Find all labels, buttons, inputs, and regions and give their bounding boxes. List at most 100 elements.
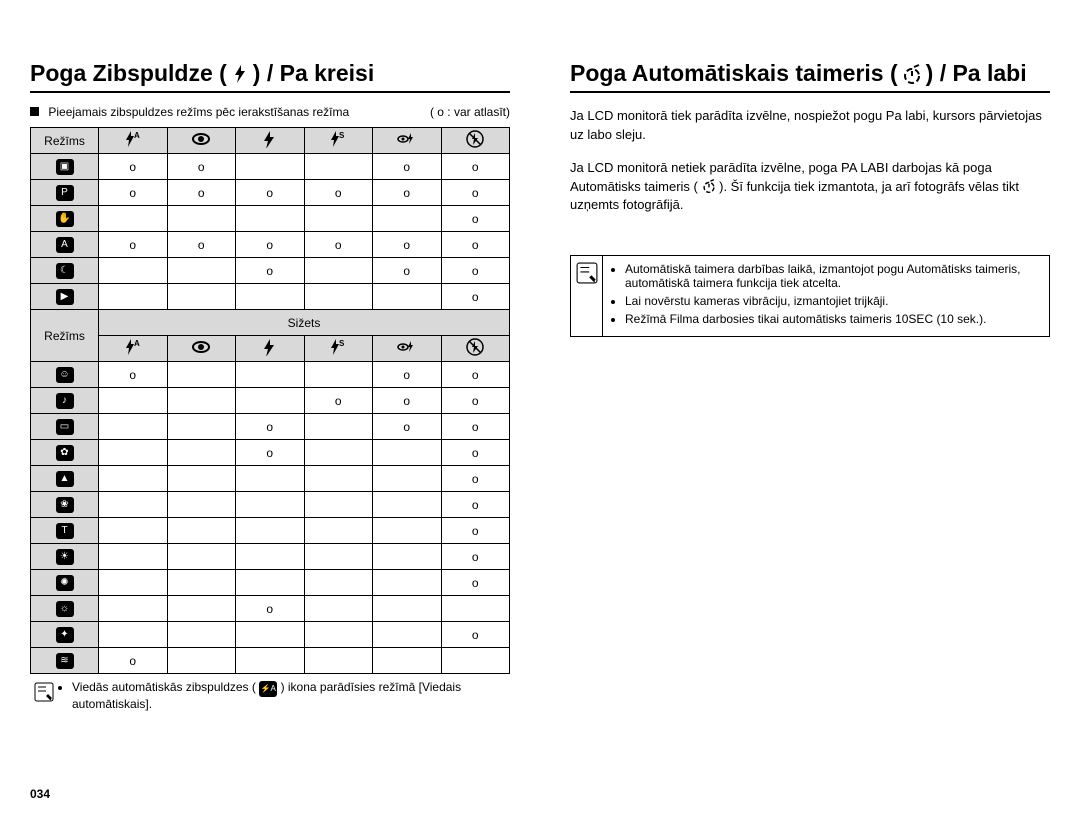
flash-mode-table: Režīms▣ooooPoooooo✋oAoooooo☾ooo▶oRežīmsS…	[30, 127, 510, 674]
cell: o	[99, 180, 168, 206]
cell: o	[441, 414, 510, 440]
bullet-square-icon	[30, 107, 39, 116]
table-row: ❀o	[31, 492, 510, 518]
cell	[99, 518, 168, 544]
table-row: ☼o	[31, 596, 510, 622]
cell: o	[441, 622, 510, 648]
cell: o	[373, 362, 442, 388]
cell	[304, 492, 373, 518]
cell	[304, 440, 373, 466]
table-row: ✋o	[31, 206, 510, 232]
cell	[99, 570, 168, 596]
eye-header	[167, 128, 236, 154]
cell	[304, 206, 373, 232]
cell	[304, 570, 373, 596]
cell	[304, 414, 373, 440]
legend-note: ( o : var atlasīt)	[430, 105, 510, 119]
cell	[167, 622, 236, 648]
row-mode-cell: A	[31, 232, 99, 258]
cell	[373, 648, 442, 674]
timer-icon-inline	[702, 179, 720, 194]
right-heading-b: ) / Pa labi	[926, 60, 1027, 87]
cell	[167, 570, 236, 596]
hand-icon: ✋	[56, 211, 74, 227]
info-bullet: Automātiskā taimera darbības laikā, izma…	[625, 262, 1041, 290]
right-infobox: Automātiskā taimera darbības laikā, izma…	[570, 255, 1050, 337]
cell	[236, 206, 305, 232]
cell: o	[373, 154, 442, 180]
row-mode-cell: ▣	[31, 154, 99, 180]
cell	[373, 544, 442, 570]
cell	[236, 284, 305, 310]
cell	[304, 284, 373, 310]
cell	[236, 622, 305, 648]
cell	[99, 622, 168, 648]
cell: o	[441, 258, 510, 284]
cell: o	[373, 414, 442, 440]
flash-s-header	[304, 128, 373, 154]
cell: o	[441, 466, 510, 492]
info-bullet: Režīmā Filma darbosies tikai automātisks…	[625, 312, 1041, 326]
cell: o	[441, 544, 510, 570]
cell: o	[304, 180, 373, 206]
beach-icon: ≋	[56, 653, 74, 669]
cell: o	[441, 492, 510, 518]
right-heading-a: Poga Automātiskais taimeris (	[570, 60, 898, 87]
cell: o	[373, 180, 442, 206]
cell	[99, 440, 168, 466]
left-heading-a: Poga Zibspuldze (	[30, 60, 227, 87]
cell	[236, 570, 305, 596]
flash-header	[236, 336, 305, 362]
portrait-icon: ☺	[56, 367, 74, 383]
cell: o	[236, 258, 305, 284]
cell	[167, 362, 236, 388]
left-subnote: Pieejamais zibspuldzes režīms pēc ieraks…	[30, 105, 510, 119]
cell: o	[441, 154, 510, 180]
timer-icon	[902, 64, 922, 84]
cell	[373, 492, 442, 518]
backlight-icon: ☼	[56, 601, 74, 617]
cell: o	[441, 388, 510, 414]
cell	[167, 284, 236, 310]
cell	[99, 544, 168, 570]
cell	[304, 518, 373, 544]
cell: o	[441, 206, 510, 232]
cell	[167, 414, 236, 440]
cell	[304, 596, 373, 622]
cell	[373, 596, 442, 622]
table-row: ☀o	[31, 544, 510, 570]
cell	[99, 388, 168, 414]
mountain-icon: ▲	[56, 471, 74, 487]
table-row: ≋o	[31, 648, 510, 674]
cell	[373, 206, 442, 232]
cell: o	[373, 232, 442, 258]
cell: o	[236, 596, 305, 622]
table-row: ▲o	[31, 466, 510, 492]
row-mode-cell: ▶	[31, 284, 99, 310]
closeup2-icon: ✿	[56, 445, 74, 461]
sizets-header: Sižets	[99, 310, 510, 336]
cell: o	[441, 570, 510, 596]
left-column: Poga Zibspuldze ( ) / Pa kreisi Pieejama…	[0, 0, 540, 815]
right-column: Poga Automātiskais taimeris ( ) / Pa lab…	[540, 0, 1080, 815]
footnote-item: Viedās automātiskās zibspuldzes ( ⚡A ) i…	[72, 680, 510, 711]
cell	[373, 284, 442, 310]
flash-auto-header	[99, 128, 168, 154]
mode-header: Režīms	[31, 128, 99, 154]
cell	[236, 544, 305, 570]
cell: o	[99, 154, 168, 180]
cell	[167, 466, 236, 492]
cell: o	[236, 414, 305, 440]
cell	[99, 492, 168, 518]
cell	[373, 570, 442, 596]
cell: o	[373, 388, 442, 414]
cell	[373, 518, 442, 544]
cell	[304, 648, 373, 674]
cell	[304, 622, 373, 648]
cell	[236, 518, 305, 544]
row-mode-cell: ▲	[31, 466, 99, 492]
kids-icon: ♪	[56, 393, 74, 409]
mode-header: Režīms	[31, 310, 99, 362]
cell: o	[236, 232, 305, 258]
cell	[304, 258, 373, 284]
